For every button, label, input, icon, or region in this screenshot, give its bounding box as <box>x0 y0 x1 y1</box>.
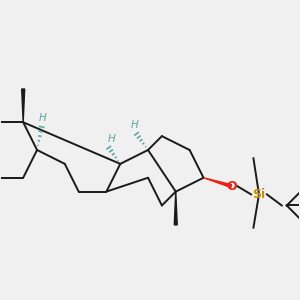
Polygon shape <box>203 178 232 188</box>
Text: Si: Si <box>252 188 266 201</box>
Text: O: O <box>226 180 237 193</box>
Polygon shape <box>174 192 177 225</box>
Polygon shape <box>22 89 25 122</box>
Text: H: H <box>108 134 116 144</box>
Text: H: H <box>39 113 46 123</box>
Text: H: H <box>130 120 138 130</box>
